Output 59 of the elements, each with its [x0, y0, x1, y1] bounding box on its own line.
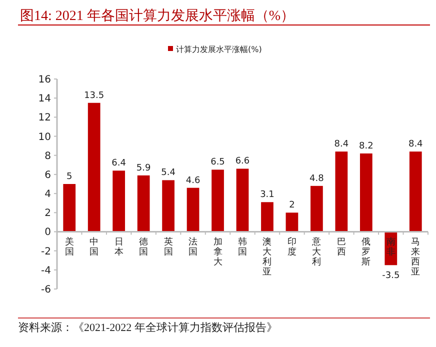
x-tick-label: 马来西亚: [411, 236, 420, 277]
bar: [88, 102, 100, 232]
y-tick-label: 6: [44, 170, 51, 181]
y-tick-label: 2: [44, 208, 51, 220]
y-tick-label: 8: [44, 150, 51, 162]
x-tick-label: 南非: [386, 236, 396, 257]
bar: [186, 188, 200, 232]
y-tick-label: 16: [38, 74, 51, 86]
y-tick-label: -2: [41, 246, 51, 258]
legend: 计算力发展水平涨幅(%): [168, 45, 262, 54]
y-tick-label: -6: [41, 284, 51, 296]
data-label: 3.1: [260, 190, 274, 200]
x-tick-label: 德国: [139, 236, 148, 257]
data-label: 4.8: [310, 174, 324, 184]
bar: [310, 186, 323, 232]
x-tick-label: 加拿大: [213, 236, 222, 267]
data-label: 5.4: [161, 168, 176, 178]
bar: [286, 212, 298, 232]
x-tick-label: 美国: [64, 236, 74, 257]
bar: [360, 153, 372, 232]
data-label: 6.6: [235, 156, 250, 167]
bar: [112, 170, 126, 232]
data-label: 5: [66, 172, 72, 182]
x-tick-label: 韩国: [238, 236, 247, 257]
y-tick-label: 14: [38, 94, 51, 105]
data-label: 8.2: [359, 141, 374, 152]
bar: [409, 152, 422, 232]
data-label: 2: [289, 200, 295, 211]
bar: [335, 152, 348, 232]
y-tick-label: 12: [38, 112, 51, 124]
x-tick-label: 意大利: [311, 236, 322, 267]
x-tick-label: 澳大利亚: [262, 236, 272, 277]
x-tick-label: 英国: [164, 236, 173, 257]
data-label: 5.9: [136, 163, 151, 174]
x-tick-label: 俄罗斯: [362, 236, 371, 267]
bar: [63, 184, 76, 232]
data-label: 6.4: [112, 158, 126, 169]
data-label: 8.4: [408, 140, 424, 150]
text: 资料来源：《2021-2022 年全球计算力指数评估报告》: [18, 321, 278, 334]
y-tick-label: 0: [44, 227, 51, 238]
data-label: 6.5: [210, 158, 225, 168]
data-label: -3.5: [382, 271, 400, 282]
y-tick-label: 4: [44, 189, 51, 200]
bar: [236, 168, 249, 232]
bar: [261, 202, 274, 232]
data-label: 8.4: [334, 140, 349, 150]
y-tick-label: 10: [38, 132, 51, 143]
x-tick-label: 中国: [90, 236, 99, 257]
data-label: 13.5: [84, 90, 104, 101]
bar: [212, 170, 224, 232]
y-tick-label: -4: [41, 265, 51, 276]
data-label: 4.6: [186, 176, 200, 186]
bar: [162, 180, 174, 232]
bar: [137, 175, 150, 232]
chart-title: 图14: 2021 年各国计算力发展水平涨幅（%）: [20, 8, 295, 24]
x-tick-label: 巴西: [336, 236, 346, 257]
x-tick-label: 法国: [188, 236, 198, 257]
x-tick-label: 日本: [114, 236, 124, 257]
x-tick-label: 印度: [287, 236, 296, 257]
